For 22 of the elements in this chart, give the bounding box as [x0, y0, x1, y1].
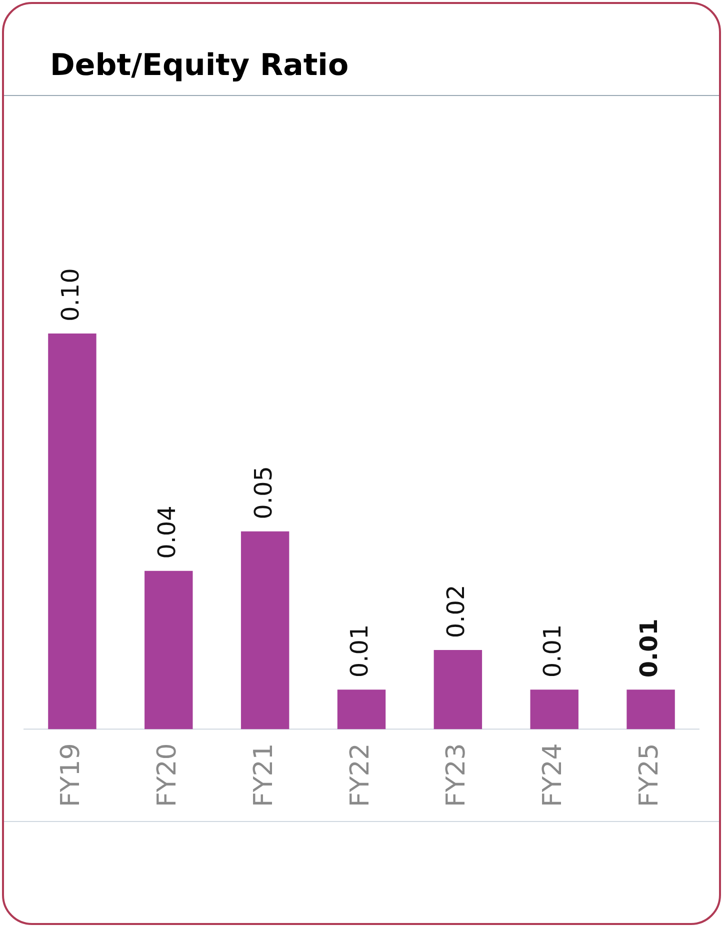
- chart-title: Debt/Equity Ratio: [4, 4, 719, 96]
- data-label: 0.02: [442, 584, 470, 638]
- data-label: 0.10: [56, 268, 84, 322]
- x-tick-label: FY22: [345, 743, 376, 807]
- bar: [626, 690, 675, 730]
- data-label: 0.05: [249, 466, 278, 520]
- data-label: 0.04: [152, 506, 181, 559]
- data-label: 0.01: [635, 618, 664, 678]
- x-tick-label: FY23: [442, 743, 472, 807]
- data-label: 0.01: [346, 624, 374, 678]
- x-tick-label: FY21: [248, 743, 279, 807]
- bar: [530, 690, 578, 730]
- bar: [48, 333, 96, 730]
- data-label: 0.01: [538, 624, 567, 678]
- x-tick-label: FY25: [634, 743, 665, 807]
- x-tick-label: FY24: [538, 743, 568, 807]
- bar: [144, 570, 193, 730]
- bar: [337, 690, 386, 730]
- bar: [240, 531, 290, 730]
- bar: [434, 650, 482, 730]
- x-tick-label: FY19: [56, 743, 86, 807]
- x-tick-label: FY20: [152, 743, 182, 807]
